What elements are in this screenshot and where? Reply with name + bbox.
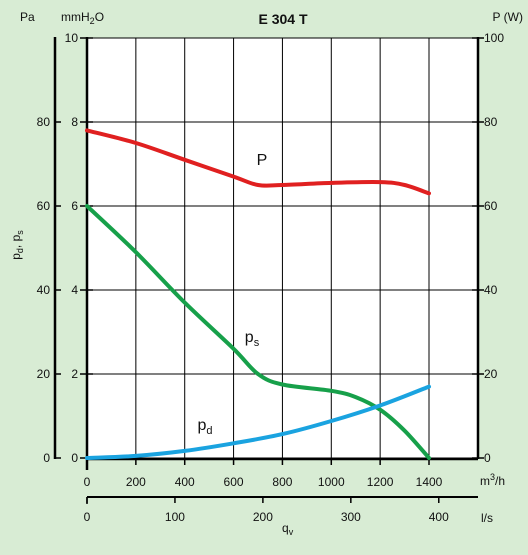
pa-tick-label: 40 [37,283,51,297]
series-label-ps: ps [245,329,260,349]
power-tick-label: 100 [484,31,504,45]
pa-tick-label: 80 [37,115,51,129]
m3h-tick-label: 200 [126,475,146,489]
pa-tick-label: 0 [43,451,50,465]
power-tick-label: 40 [484,283,498,297]
series-line-ps [85,204,431,460]
series-line-pd [85,384,431,460]
ls-tick-label: 300 [341,510,361,524]
x-unit-ls: l/s [481,511,493,525]
ls-tick-label: 0 [84,510,91,524]
mmh2o-tick-label: 10 [65,31,79,45]
left-unit-pa: Pa [20,10,35,24]
pa-tick-label: 60 [37,199,51,213]
power-tick-label: 0 [484,451,491,465]
ls-tick-label: 200 [253,510,273,524]
mmh2o-tick-label: 4 [71,283,78,297]
left-unit-mmh2o: mmH2O [61,10,104,26]
mmh2o-tick-label: 8 [71,115,78,129]
mmh2o-tick-label: 6 [71,199,78,213]
series-label-P: P [257,152,268,169]
chart-title: E 304 T [258,11,307,27]
series-line-P [85,128,431,196]
ls-tick-label: 100 [165,510,185,524]
m3h-tick-label: 800 [272,475,292,489]
power-tick-label: 20 [484,367,498,381]
pa-tick-label: 20 [37,367,51,381]
x-unit-m3h: m3/h [480,472,505,488]
m3h-tick-label: 0 [84,475,91,489]
m3h-tick-label: 400 [175,475,195,489]
mmh2o-tick-label: 2 [71,367,78,381]
mmh2o-tick-label: 0 [71,451,78,465]
left-axis-label: pd, ps [9,230,25,260]
power-tick-label: 60 [484,199,498,213]
x-axis-ls-label: qv [282,521,294,537]
right-axis-label: P (W) [493,10,523,24]
series-group [85,128,431,460]
ls-tick-label: 400 [429,510,449,524]
series-label-pd: pd [197,417,212,437]
axes [53,37,484,504]
m3h-tick-label: 1000 [318,475,345,489]
m3h-tick-label: 1400 [416,475,443,489]
m3h-tick-label: 1200 [367,475,394,489]
power-tick-label: 80 [484,115,498,129]
m3h-tick-label: 600 [224,475,244,489]
